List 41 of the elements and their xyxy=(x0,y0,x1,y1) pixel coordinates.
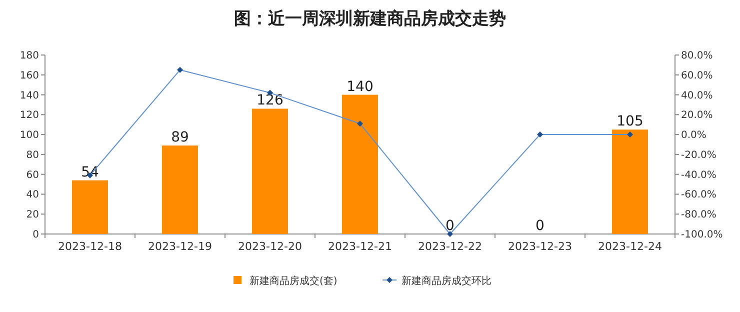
x-tick-label: 2023-12-24 xyxy=(598,240,662,253)
y2-tick-label: 0.0% xyxy=(681,130,706,142)
y-tick-label: 80 xyxy=(26,150,39,161)
x-tick-label: 2023-12-18 xyxy=(58,240,122,253)
x-tick-label: 2023-12-22 xyxy=(418,240,482,253)
chart-title: 图：近一周深圳新建商品房成交走势 xyxy=(234,9,506,29)
y2-tick-label: 80.0% xyxy=(681,50,713,62)
bar xyxy=(162,145,198,234)
y-tick-label: 40 xyxy=(26,190,39,201)
bar xyxy=(72,180,108,234)
y-tick-label: 160 xyxy=(20,70,39,82)
y-tick-label: 60 xyxy=(26,170,39,181)
y-tick-label: 120 xyxy=(20,110,39,122)
x-tick-label: 2023-12-21 xyxy=(328,240,392,253)
bar xyxy=(252,108,288,234)
x-tick-label: 2023-12-23 xyxy=(508,240,572,253)
y2-tick-label: 40.0% xyxy=(681,90,713,102)
legend-label: 新建商品房成交环比 xyxy=(402,275,492,287)
data-label: 105 xyxy=(616,114,644,130)
bar xyxy=(612,130,648,234)
y2-tick-label: 20.0% xyxy=(681,110,713,122)
y2-tick-label: -60.0% xyxy=(681,190,716,201)
data-label: 126 xyxy=(256,92,284,109)
y-tick-label: 140 xyxy=(20,90,39,102)
y-tick-label: 20 xyxy=(26,210,39,221)
x-tick-label: 2023-12-20 xyxy=(238,240,302,253)
data-label: 140 xyxy=(346,78,374,95)
y2-tick-label: 60.0% xyxy=(681,70,713,82)
data-label: 0 xyxy=(536,218,544,234)
data-label: 89 xyxy=(171,129,189,146)
y-tick-label: 180 xyxy=(20,50,39,62)
y2-tick-label: -80.0% xyxy=(681,210,716,221)
y2-tick-label: -20.0% xyxy=(681,150,716,161)
y2-tick-label: -100.0% xyxy=(681,230,723,240)
x-tick-label: 2023-12-19 xyxy=(148,240,212,253)
bar xyxy=(342,94,378,234)
y-tick-label: 0 xyxy=(32,230,39,240)
y-tick-label: 100 xyxy=(20,130,39,142)
data-label: 0 xyxy=(446,218,454,234)
legend-label: 新建商品房成交(套) xyxy=(250,275,338,287)
y2-tick-label: -40.0% xyxy=(681,170,716,181)
